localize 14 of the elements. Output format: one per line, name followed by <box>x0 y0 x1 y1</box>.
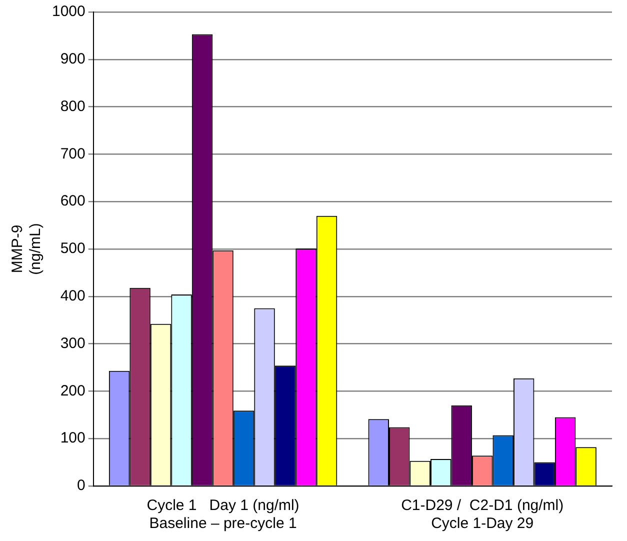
x-tick-label: C1-D29 / C2-D1 (ng/ml) Cycle 1-Day 29 <box>401 497 564 532</box>
x-tick-label: Cycle 1 Day 1 (ng/ml) Baseline – pre-cycle 1 <box>146 497 300 532</box>
y-tick-label: 300 <box>60 334 86 352</box>
y-axis-title: MMP-9 (ng/mL) <box>9 223 44 275</box>
y-tick-label: 100 <box>60 430 86 447</box>
y-tick-label: 200 <box>60 382 86 400</box>
y-tick-label: 800 <box>60 98 86 115</box>
y-tick-label: 600 <box>60 192 86 210</box>
y-tick-label: 1000 <box>52 3 86 20</box>
y-tick-label: 0 <box>77 477 86 494</box>
y-tick-label: 700 <box>60 145 86 162</box>
y-tick-label: 900 <box>60 50 86 68</box>
y-tick-label: 400 <box>60 288 86 305</box>
y-tick-label: 500 <box>60 240 86 258</box>
